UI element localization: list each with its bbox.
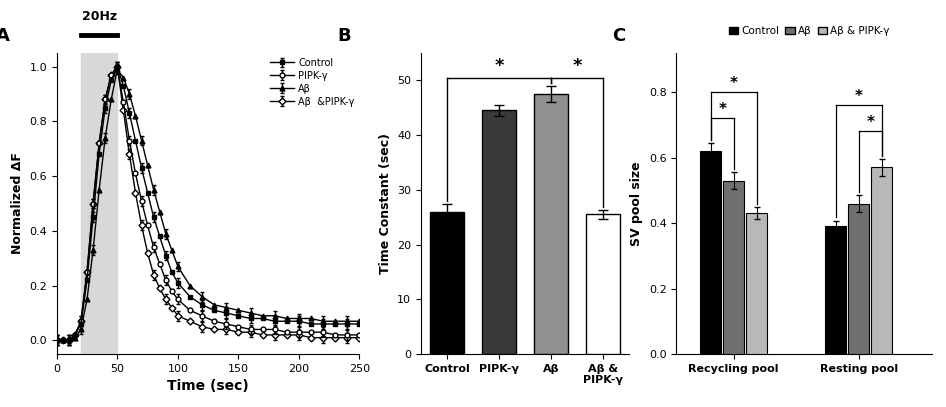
Y-axis label: SV pool size: SV pool size xyxy=(630,161,643,246)
Y-axis label: Normalized ΔF: Normalized ΔF xyxy=(10,153,24,254)
X-axis label: Time (sec): Time (sec) xyxy=(167,379,249,394)
Text: *: * xyxy=(855,89,863,104)
Text: A: A xyxy=(0,27,10,45)
Bar xyxy=(586,214,620,354)
Bar xyxy=(825,226,847,354)
Bar xyxy=(430,212,464,354)
Legend: Control, Aβ, Aβ & PIPK-γ: Control, Aβ, Aβ & PIPK-γ xyxy=(725,22,894,40)
Text: *: * xyxy=(572,57,582,75)
Text: *: * xyxy=(867,115,874,130)
Text: *: * xyxy=(729,76,738,91)
Bar xyxy=(849,204,869,354)
Y-axis label: Time Constant (sec): Time Constant (sec) xyxy=(378,133,392,274)
Legend: Control, PIPK-γ, Aβ, Aβ  &PIPK-γ: Control, PIPK-γ, Aβ, Aβ &PIPK-γ xyxy=(266,54,359,110)
Bar xyxy=(482,110,516,354)
Bar xyxy=(871,168,892,354)
Text: B: B xyxy=(338,27,351,45)
Bar xyxy=(534,94,568,354)
Text: 20Hz: 20Hz xyxy=(81,10,116,23)
Bar xyxy=(81,53,117,354)
Text: *: * xyxy=(718,102,727,117)
Text: C: C xyxy=(613,27,626,45)
Text: *: * xyxy=(495,57,504,75)
Bar xyxy=(746,213,767,354)
Bar xyxy=(723,181,745,354)
Bar xyxy=(700,151,722,354)
